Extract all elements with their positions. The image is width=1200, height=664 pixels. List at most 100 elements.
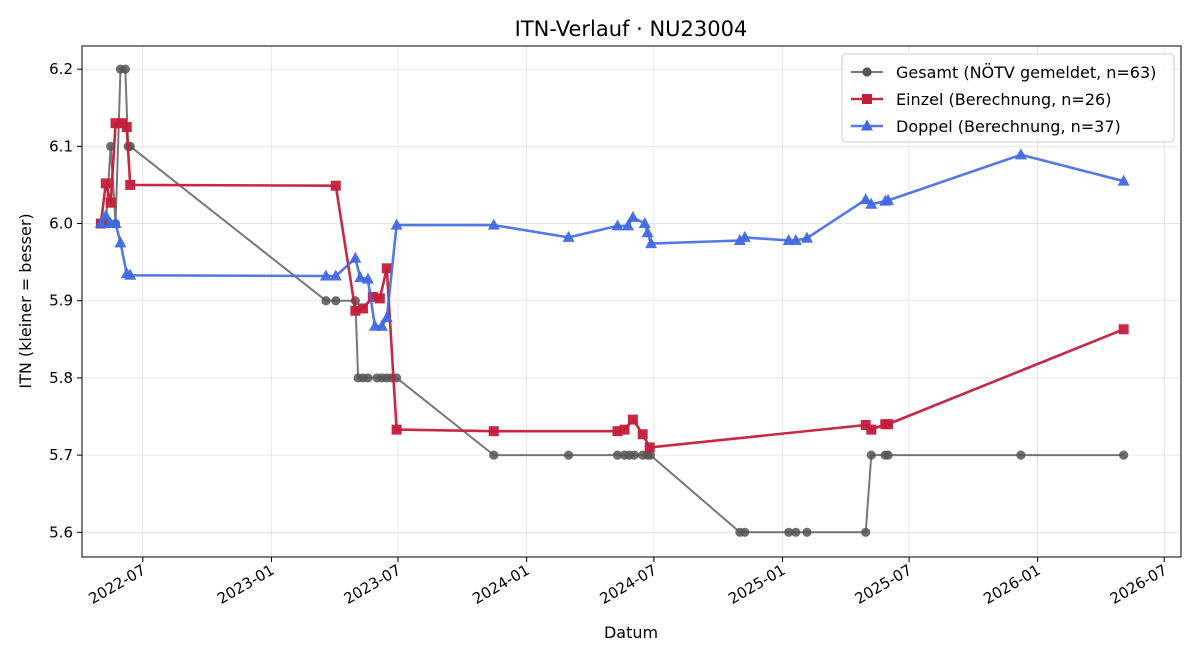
legend-item-gesamt: Gesamt (NÖTV gemeldet, n=63) bbox=[851, 63, 1156, 82]
data-point-gesamt bbox=[645, 450, 655, 460]
data-point-doppel bbox=[882, 193, 895, 205]
data-point-doppel bbox=[114, 236, 127, 248]
x-tick-label: 2026-01 bbox=[980, 561, 1043, 608]
series-einzel bbox=[95, 118, 1129, 453]
data-point-einzel bbox=[105, 197, 116, 208]
data-point-gesamt bbox=[784, 527, 794, 537]
legend-box bbox=[841, 53, 1175, 143]
data-point-doppel bbox=[319, 269, 332, 281]
data-point-einzel bbox=[350, 305, 361, 316]
data-point-doppel bbox=[349, 251, 362, 263]
data-point-einzel bbox=[883, 419, 894, 430]
data-point-doppel bbox=[738, 230, 751, 242]
data-point-einzel bbox=[391, 424, 402, 435]
data-point-einzel bbox=[330, 180, 341, 191]
data-point-gesamt bbox=[883, 450, 893, 460]
data-point-doppel bbox=[94, 217, 107, 229]
x-tick-label: 2026-07 bbox=[1107, 561, 1170, 608]
data-point-doppel bbox=[329, 269, 342, 281]
y-tick-label: 6.2 bbox=[49, 60, 73, 78]
data-point-einzel bbox=[637, 429, 648, 440]
data-point-doppel bbox=[1117, 174, 1130, 186]
data-point-doppel bbox=[733, 234, 746, 246]
data-point-gesamt bbox=[120, 64, 130, 74]
data-point-einzel bbox=[374, 293, 385, 304]
x-tick-label: 2023-01 bbox=[214, 561, 277, 608]
data-point-doppel bbox=[375, 319, 388, 331]
data-point-einzel bbox=[100, 178, 111, 189]
data-point-gesamt bbox=[629, 450, 639, 460]
data-point-gesamt bbox=[1016, 450, 1026, 460]
data-point-einzel bbox=[866, 424, 877, 435]
legend-marker bbox=[862, 67, 872, 77]
data-point-einzel bbox=[381, 263, 392, 274]
data-point-gesamt bbox=[740, 527, 750, 537]
data-point-doppel bbox=[361, 272, 374, 284]
data-point-doppel bbox=[645, 237, 658, 249]
legend-item-einzel: Einzel (Berechnung, n=26) bbox=[851, 90, 1111, 109]
grid bbox=[82, 46, 1181, 557]
legend-marker bbox=[861, 119, 873, 131]
legend-marker bbox=[862, 94, 872, 104]
y-tick-label: 5.9 bbox=[49, 292, 73, 310]
data-point-gesamt bbox=[791, 527, 801, 537]
data-point-doppel bbox=[865, 197, 878, 209]
y-tick-label: 5.6 bbox=[49, 523, 73, 541]
data-point-gesamt bbox=[363, 373, 373, 383]
data-point-doppel bbox=[99, 209, 112, 221]
data-point-doppel bbox=[626, 210, 639, 222]
data-point-einzel bbox=[644, 442, 655, 453]
data-point-doppel bbox=[1014, 148, 1027, 160]
data-point-einzel bbox=[860, 420, 871, 431]
data-point-einzel bbox=[358, 303, 369, 314]
x-tick-label: 2025-01 bbox=[725, 561, 788, 608]
data-point-einzel bbox=[125, 179, 136, 190]
y-axis-ticks: 5.6 5.7 5.8 5.9 6.0 6.1 6.2 bbox=[49, 60, 82, 541]
data-point-doppel bbox=[562, 230, 575, 242]
data-point-gesamt bbox=[866, 450, 876, 460]
data-point-doppel bbox=[109, 217, 122, 229]
data-point-gesamt bbox=[489, 450, 499, 460]
data-point-doppel bbox=[622, 219, 635, 231]
data-point-einzel bbox=[121, 122, 132, 133]
x-axis-ticks: 2022-07 2023-01 2023-07 2024-01 2024-07 2025-… bbox=[86, 557, 1170, 608]
legend-label: Doppel (Berechnung, n=37) bbox=[896, 117, 1121, 136]
x-tick-label: 2024-01 bbox=[469, 561, 532, 608]
chart-title: ITN-Verlauf · NU23004 bbox=[515, 17, 748, 41]
legend: Gesamt (NÖTV gemeldet, n=63) Einzel (Bere… bbox=[841, 53, 1175, 143]
data-point-doppel bbox=[390, 218, 403, 230]
x-tick-label: 2023-07 bbox=[341, 561, 404, 608]
data-point-gesamt bbox=[1119, 450, 1129, 460]
x-tick-label: 2022-07 bbox=[86, 561, 149, 608]
y-tick-label: 5.8 bbox=[49, 369, 73, 387]
x-tick-label: 2024-07 bbox=[597, 561, 660, 608]
data-point-einzel bbox=[367, 291, 378, 302]
data-point-doppel bbox=[638, 217, 651, 229]
data-point-doppel bbox=[611, 219, 624, 231]
data-point-einzel bbox=[619, 424, 630, 435]
legend-label: Einzel (Berechnung, n=26) bbox=[896, 90, 1111, 109]
series-doppel bbox=[94, 148, 1130, 331]
data-point-doppel bbox=[487, 218, 500, 230]
y-tick-label: 6.1 bbox=[49, 137, 73, 155]
data-point-gesamt bbox=[861, 527, 871, 537]
data-point-doppel bbox=[354, 271, 367, 283]
data-point-gesamt bbox=[331, 296, 341, 306]
y-tick-label: 6.0 bbox=[49, 215, 73, 233]
legend-label: Gesamt (NÖTV gemeldet, n=63) bbox=[896, 63, 1156, 82]
legend-item-doppel: Doppel (Berechnung, n=37) bbox=[851, 117, 1121, 136]
data-point-einzel bbox=[110, 118, 121, 129]
data-point-gesamt bbox=[563, 450, 574, 460]
y-axis-label: ITN (kleiner = besser) bbox=[16, 213, 35, 388]
x-axis-label: Datum bbox=[604, 623, 658, 642]
data-point-doppel bbox=[641, 226, 654, 238]
data-point-doppel bbox=[800, 231, 813, 243]
data-point-doppel bbox=[380, 311, 393, 323]
data-point-einzel bbox=[1118, 324, 1129, 335]
y-tick-label: 5.7 bbox=[49, 446, 73, 464]
data-point-doppel bbox=[789, 234, 802, 246]
data-point-einzel bbox=[627, 414, 638, 425]
data-point-gesamt bbox=[612, 450, 623, 460]
